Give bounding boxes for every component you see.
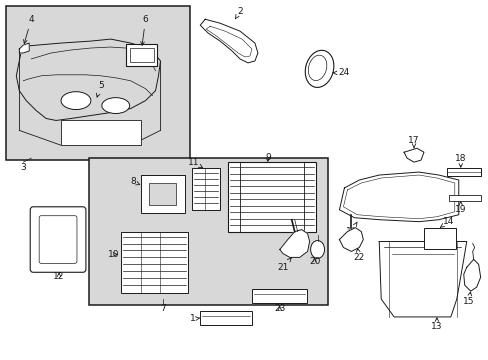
Text: 11: 11: [187, 158, 202, 168]
Text: 15: 15: [462, 292, 473, 306]
Polygon shape: [463, 260, 480, 291]
Text: 16: 16: [345, 222, 356, 236]
Text: 10: 10: [108, 250, 119, 259]
Bar: [141, 175, 185, 213]
Ellipse shape: [310, 240, 324, 258]
Text: 24: 24: [332, 68, 349, 77]
Bar: [192, 168, 220, 210]
Text: 12: 12: [53, 272, 64, 281]
Bar: [89, 158, 327, 305]
Text: 6: 6: [141, 15, 148, 45]
Text: 2: 2: [235, 7, 243, 19]
Bar: [6, 6, 190, 160]
Text: 23: 23: [274, 305, 285, 314]
Text: 1: 1: [190, 314, 199, 323]
Bar: [251, 289, 306, 303]
Polygon shape: [19, 43, 29, 53]
Polygon shape: [200, 19, 257, 63]
Bar: [129, 48, 153, 62]
Polygon shape: [339, 172, 458, 222]
Text: 14: 14: [439, 217, 453, 228]
Bar: [121, 231, 188, 293]
Text: 17: 17: [407, 136, 419, 148]
Text: 22: 22: [353, 248, 364, 262]
Bar: [446, 168, 480, 176]
Text: 9: 9: [264, 153, 270, 162]
FancyBboxPatch shape: [30, 207, 86, 272]
Bar: [423, 228, 455, 249]
Ellipse shape: [305, 50, 333, 87]
Ellipse shape: [307, 55, 326, 81]
Ellipse shape: [61, 92, 91, 109]
Bar: [227, 162, 315, 231]
Text: 19: 19: [454, 202, 466, 214]
Bar: [148, 183, 176, 205]
Text: 5: 5: [96, 81, 103, 97]
Bar: [448, 195, 480, 201]
Text: 20: 20: [308, 257, 320, 266]
Polygon shape: [279, 230, 309, 257]
Text: 8: 8: [130, 177, 140, 186]
Text: 21: 21: [277, 258, 291, 272]
Polygon shape: [403, 148, 423, 162]
Polygon shape: [379, 242, 466, 317]
Text: 7: 7: [160, 305, 166, 314]
Bar: [200, 311, 251, 325]
Text: 13: 13: [430, 318, 442, 331]
Text: 18: 18: [454, 154, 466, 167]
Text: 3: 3: [20, 163, 26, 172]
Bar: [61, 121, 141, 145]
Bar: [125, 44, 157, 66]
Polygon shape: [339, 228, 363, 251]
Text: 4: 4: [23, 15, 34, 44]
Ellipse shape: [102, 98, 129, 113]
FancyBboxPatch shape: [39, 216, 77, 264]
